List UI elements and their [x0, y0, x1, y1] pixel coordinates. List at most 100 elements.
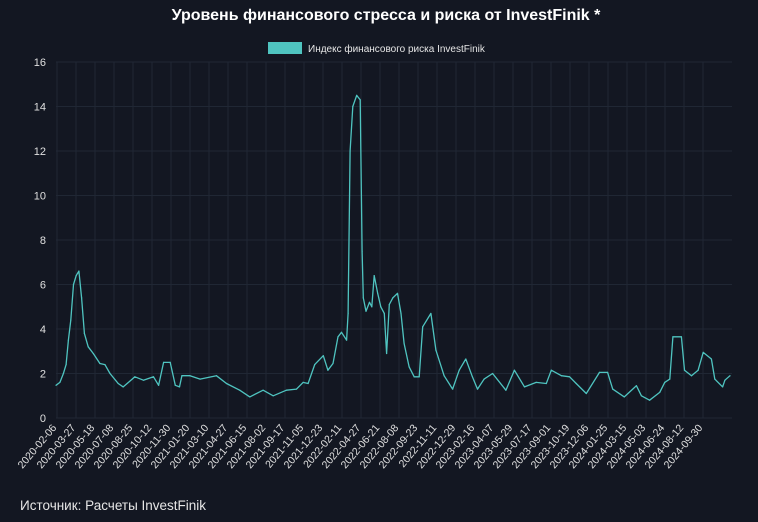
data-point — [337, 336, 339, 338]
data-point — [55, 384, 57, 386]
data-point — [349, 150, 351, 152]
data-point — [492, 372, 494, 375]
legend[interactable]: Индекс финансового риска InvestFinik — [268, 42, 486, 55]
data-point — [332, 362, 334, 365]
data-point — [295, 388, 298, 390]
data-point — [396, 292, 399, 294]
y-tick-label: 14 — [34, 102, 46, 114]
data-point — [134, 376, 136, 378]
data-point — [465, 358, 467, 360]
data-point — [181, 375, 183, 377]
data-point — [163, 361, 165, 363]
legend-swatch — [268, 42, 302, 54]
data-point — [345, 339, 348, 341]
y-tick-label: 16 — [34, 57, 46, 69]
legend-label: Индекс финансового риска InvestFinik — [308, 43, 486, 55]
data-point — [361, 250, 363, 252]
data-point — [476, 388, 479, 390]
data-point — [545, 382, 547, 385]
data-point — [383, 312, 385, 315]
data-point — [174, 384, 176, 386]
data-point — [722, 386, 724, 388]
data-point — [702, 351, 704, 353]
data-point — [272, 395, 274, 397]
data-point — [199, 378, 201, 380]
data-point — [385, 352, 388, 355]
series — [55, 94, 731, 401]
y-axis: 0 2 4 6 8 10 12 14 16 — [34, 57, 46, 425]
data-point — [109, 372, 111, 375]
data-point — [710, 358, 712, 360]
data-point — [377, 292, 379, 294]
data-point — [403, 342, 405, 345]
data-point — [356, 94, 358, 96]
data-point — [575, 382, 577, 385]
data-point — [443, 375, 445, 377]
data-point — [178, 386, 181, 388]
data-point — [690, 375, 693, 377]
data-point — [327, 369, 329, 371]
data-point — [568, 376, 571, 378]
data-point — [418, 376, 420, 378]
data-point — [640, 395, 643, 397]
data-point — [347, 312, 349, 315]
data-point — [239, 389, 241, 391]
data-point — [435, 349, 437, 351]
data-point — [99, 362, 101, 365]
data-point — [680, 336, 683, 338]
data-point — [400, 312, 402, 315]
data-point — [87, 346, 89, 348]
data-point — [371, 306, 373, 308]
y-tick-label: 0 — [40, 413, 46, 425]
y-tick-label: 6 — [40, 280, 46, 292]
data-point — [368, 301, 371, 303]
data-point — [388, 303, 390, 306]
data-point — [623, 396, 625, 398]
data-point — [78, 270, 80, 272]
data-point — [215, 375, 218, 377]
data-point — [225, 382, 228, 385]
data-point — [314, 364, 316, 366]
data-point — [471, 376, 474, 378]
grid — [56, 61, 732, 419]
data-point — [648, 399, 651, 401]
data-point — [75, 275, 77, 277]
data-point — [152, 376, 155, 378]
data-point — [422, 326, 424, 328]
data-point — [380, 306, 382, 308]
data-point — [104, 364, 106, 366]
data-point — [523, 386, 526, 388]
data-point — [302, 381, 304, 383]
y-tick-label: 4 — [40, 324, 46, 336]
data-point — [413, 376, 415, 378]
data-point — [65, 364, 67, 366]
data-point — [169, 361, 171, 363]
data-point — [352, 105, 354, 108]
data-point — [560, 375, 563, 377]
data-point — [262, 389, 264, 391]
data-point — [365, 310, 367, 312]
data-point — [452, 388, 454, 390]
data-point — [659, 391, 661, 394]
y-tick-label: 2 — [40, 369, 46, 381]
data-point — [62, 372, 64, 375]
data-point — [249, 396, 251, 398]
data-point — [117, 382, 119, 385]
source-note: Источник: Расчеты InvestFinik — [20, 498, 206, 513]
data-point — [672, 336, 674, 338]
data-point — [359, 99, 361, 101]
data-point — [550, 369, 552, 371]
data-point — [92, 352, 94, 355]
data-point — [392, 297, 394, 299]
data-point — [664, 381, 666, 383]
y-tick-label: 12 — [34, 146, 46, 158]
data-point — [697, 369, 699, 371]
data-point — [340, 331, 343, 333]
data-point — [307, 382, 309, 385]
data-point — [142, 379, 145, 381]
data-point — [430, 312, 432, 315]
data-point — [714, 378, 716, 380]
data-point — [585, 392, 587, 395]
